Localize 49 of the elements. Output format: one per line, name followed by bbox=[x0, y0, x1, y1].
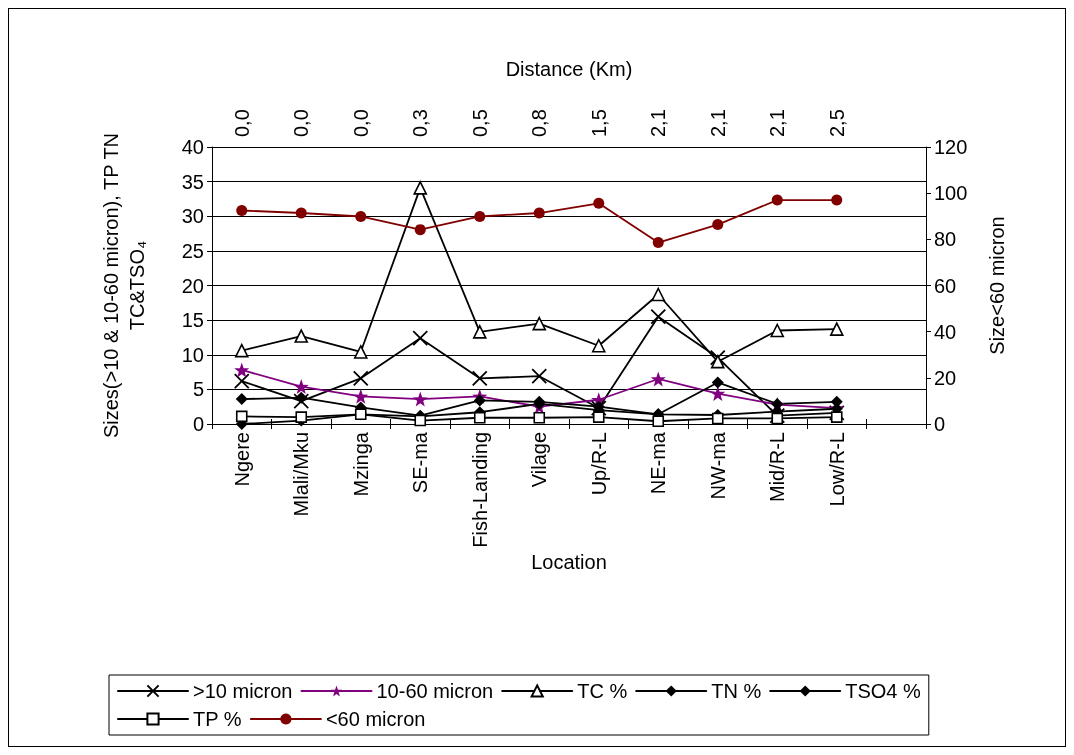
text: 0,5 bbox=[468, 109, 491, 137]
legend-label: TC % bbox=[577, 680, 628, 702]
text: 0,0 bbox=[349, 109, 372, 137]
x-tick-label: Vilage bbox=[528, 432, 551, 488]
text: 0,8 bbox=[528, 109, 551, 137]
y-tick-label: 35 bbox=[181, 170, 204, 193]
y-tick-label: 20 bbox=[181, 274, 204, 297]
y2-tick-label: 60 bbox=[934, 274, 957, 297]
x-tick-label: NW-ma bbox=[706, 431, 729, 500]
x-tick-label: Low/R-L bbox=[825, 432, 848, 507]
text: 0,0 bbox=[230, 109, 253, 137]
y-tick-label: 25 bbox=[181, 239, 204, 262]
legend-label: TN % bbox=[711, 680, 762, 702]
legend-label: TSO4 % bbox=[845, 680, 921, 702]
y-tick-label: 15 bbox=[181, 309, 204, 332]
x2-axis-title: Distance (Km) bbox=[505, 58, 633, 80]
y-tick-label: 0 bbox=[192, 413, 204, 435]
x-axis-title: Location bbox=[531, 550, 607, 573]
y2-tick-label: 20 bbox=[934, 366, 957, 389]
y2-tick-label: 40 bbox=[934, 320, 957, 343]
text: 1,5 bbox=[587, 109, 610, 137]
y-tick-label: 5 bbox=[192, 378, 204, 401]
y2-axis-title: Size<60 micron bbox=[986, 216, 1008, 355]
y2-tick-label: 120 bbox=[934, 136, 968, 158]
y2-tick-label: 80 bbox=[934, 228, 957, 251]
y-tick-label: 40 bbox=[181, 136, 204, 158]
text: 2,1 bbox=[647, 109, 670, 137]
x-tick-label: Mlali/Mku bbox=[290, 432, 313, 517]
y2-tick-label: 100 bbox=[934, 182, 968, 205]
legend-label: <60 micron bbox=[325, 708, 426, 730]
text: 2,1 bbox=[706, 109, 729, 137]
legend-label: >10 micron bbox=[193, 680, 293, 702]
legend-label: TP % bbox=[193, 708, 242, 730]
x-tick-label: Fish-Landing bbox=[468, 432, 491, 548]
text: 2,1 bbox=[766, 109, 789, 137]
x-tick-label: Up/R-L bbox=[587, 432, 610, 496]
x-tick-label: NE-ma bbox=[647, 431, 670, 495]
text: 2,5 bbox=[825, 109, 848, 137]
y2-tick-label: 0 bbox=[934, 413, 946, 435]
y-axis-title: Sizes(>10 & 10-60 micron), TP TN TC&TSO₄ bbox=[100, 132, 148, 439]
x-tick-label: Mid/R-L bbox=[766, 432, 789, 503]
legend-label: 10-60 micron bbox=[376, 680, 494, 702]
y-tick-label: 10 bbox=[181, 343, 204, 366]
text: 0,3 bbox=[409, 109, 432, 137]
text: 0,0 bbox=[290, 109, 313, 137]
x-tick-label: SE-ma bbox=[409, 431, 432, 494]
y-tick-label: 30 bbox=[181, 205, 204, 228]
x-tick-label: Mzinga bbox=[349, 431, 372, 497]
x-tick-label: Ngere bbox=[230, 432, 253, 487]
